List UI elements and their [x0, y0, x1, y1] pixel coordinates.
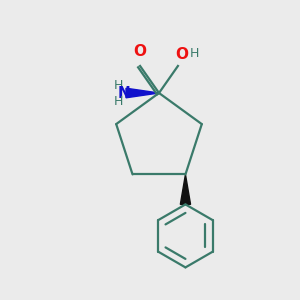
Text: O: O: [134, 44, 147, 59]
Text: H: H: [114, 79, 123, 92]
Polygon shape: [126, 88, 159, 98]
Polygon shape: [180, 174, 190, 204]
Text: H: H: [190, 47, 199, 60]
Text: N: N: [118, 85, 131, 100]
Text: H: H: [114, 95, 123, 108]
Text: O: O: [175, 47, 188, 62]
